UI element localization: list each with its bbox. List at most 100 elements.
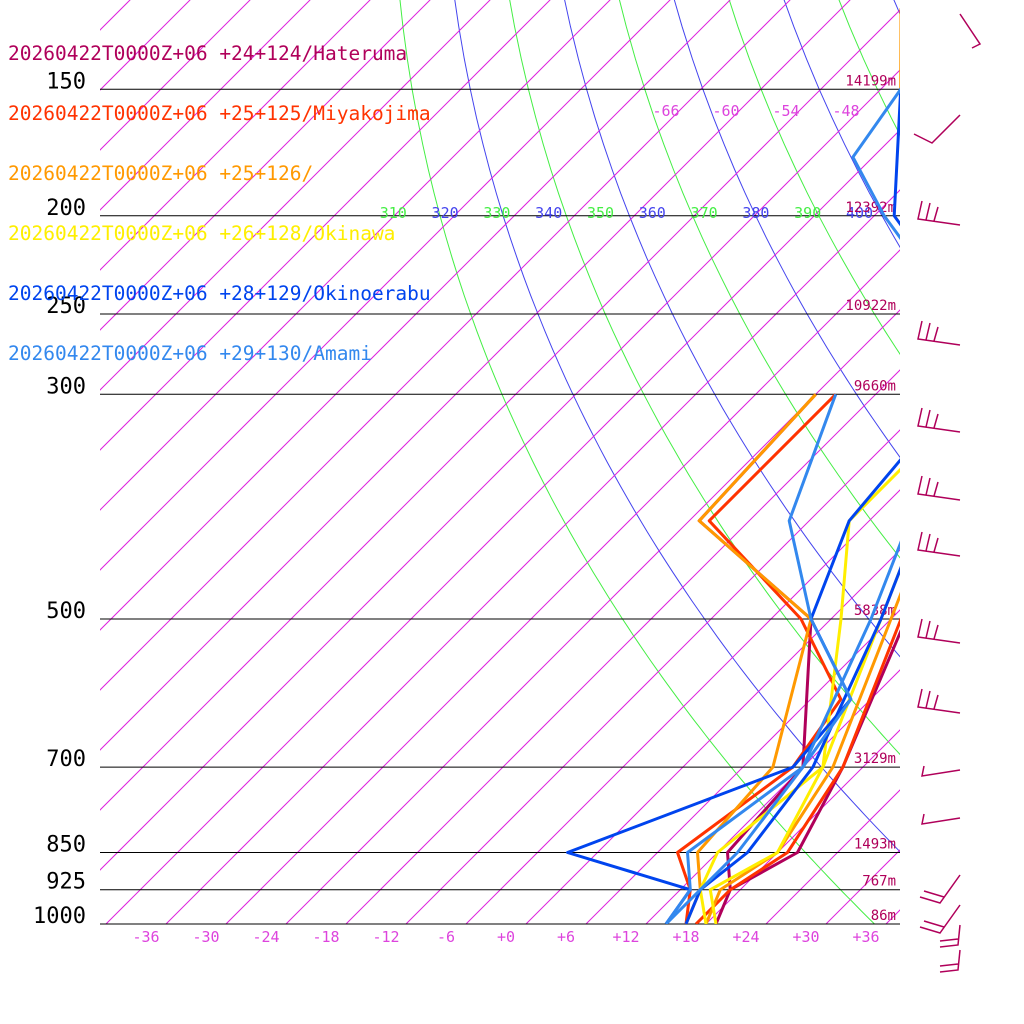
wind-barb — [917, 618, 961, 644]
isotherm — [885, 909, 900, 924]
theta-label: 380 — [742, 204, 769, 222]
height-label: 14199m — [845, 73, 896, 89]
isotherm — [100, 9, 900, 811]
top-isotherm-label: -60 — [712, 102, 739, 120]
theta-label: 360 — [639, 204, 666, 222]
legend-entry: 20260422T0000Z+06 +29+130/Amami — [8, 342, 372, 365]
temperature-tick-label: +18 — [672, 928, 699, 946]
theta-label: 310 — [380, 204, 407, 222]
wind-barb — [939, 924, 961, 948]
dewpoint-profile — [676, 393, 843, 924]
axis-labels: 310 320 330 340 350 360 370 380 390 400 -66 -60 -54 -… — [33, 69, 896, 946]
isotherm — [225, 249, 900, 924]
isotherm — [345, 369, 900, 924]
height-label: 9660m — [854, 378, 896, 394]
dry-adiabat — [454, 0, 900, 853]
theta-label: 350 — [587, 204, 614, 222]
legend-entry: 20260422T0000Z+06 +25+125/Miyakojima — [8, 102, 431, 125]
isotherm — [765, 789, 900, 924]
height-label: 12392m — [845, 200, 896, 216]
theta-label: 370 — [691, 204, 718, 222]
sounding-profiles — [566, 7, 900, 924]
temperature-tick-label: +12 — [612, 928, 639, 946]
wind-barbs — [913, 13, 982, 973]
height-label: 10922m — [845, 298, 896, 314]
pressure-label: 925 — [46, 870, 86, 895]
temperature-tick-label: -12 — [372, 928, 399, 946]
temperature-tick-label: -18 — [312, 928, 339, 946]
theta-label: 390 — [794, 204, 821, 222]
theta-label: 320 — [432, 204, 459, 222]
wind-barb — [913, 114, 961, 144]
pressure-label: 500 — [46, 599, 86, 624]
top-isotherm-label: -48 — [832, 102, 859, 120]
theta-label: 330 — [483, 204, 510, 222]
wind-barb — [917, 320, 961, 346]
temperature-profile — [684, 87, 900, 924]
temperature-tick-label: +6 — [557, 928, 575, 946]
isotherm — [100, 0, 491, 391]
pressure-label: 250 — [46, 294, 86, 319]
wind-barb — [917, 475, 961, 501]
dry-adiabat — [618, 0, 900, 559]
theta-label: 400 — [846, 204, 873, 222]
isotherm — [100, 0, 671, 571]
temperature-tick-label: -36 — [132, 928, 159, 946]
temperature-profile — [664, 87, 900, 924]
pressure-label: 850 — [46, 833, 86, 858]
isotherm — [100, 0, 851, 751]
wind-barb — [917, 688, 961, 714]
wind-barb — [917, 531, 961, 557]
pressure-label: 150 — [46, 69, 86, 94]
height-label: 767m — [862, 874, 896, 890]
isotherm — [100, 0, 791, 691]
isotherm — [100, 0, 731, 631]
dewpoint-profile — [664, 393, 853, 924]
temperature-tick-label: -30 — [192, 928, 219, 946]
dry-adiabat — [564, 0, 900, 658]
isotherm — [100, 69, 900, 871]
legend-entry: 20260422T0000Z+06 +24+124/Hateruma — [8, 42, 408, 65]
isotherm — [285, 309, 900, 924]
top-isotherm-label: -66 — [652, 102, 679, 120]
height-label: 1493m — [854, 837, 896, 853]
isotherm — [105, 129, 900, 924]
wind-barb — [919, 904, 961, 934]
isotherm — [525, 549, 900, 924]
dry-adiabat — [893, 0, 900, 16]
wind-barb — [919, 874, 961, 904]
dewpoint-profile — [566, 458, 900, 924]
legend-entry: 20260422T0000Z+06 +28+129/Okinoerabu — [8, 282, 431, 305]
isotherm — [825, 849, 900, 924]
pressure-label: 200 — [46, 196, 86, 221]
isotherm — [946, 0, 1024, 924]
isotherm — [165, 189, 900, 924]
wind-barb — [917, 407, 961, 433]
dry-adiabat — [399, 0, 876, 924]
wind-barb — [917, 200, 961, 226]
isotherm — [100, 0, 371, 271]
dry-adiabat — [728, 0, 900, 355]
legend-entry: 20260422T0000Z+06 +25+126/ — [8, 162, 314, 185]
height-label: 86m — [871, 908, 896, 924]
isotherm — [405, 429, 900, 924]
isotherm — [465, 489, 900, 924]
pressure-label: 700 — [46, 747, 86, 772]
wind-barb — [921, 765, 961, 777]
temperature-tick-label: +30 — [792, 928, 819, 946]
theta-label: 340 — [535, 204, 562, 222]
isobars — [100, 88, 900, 925]
temperature-tick-label: +36 — [852, 928, 879, 946]
temperature-profile — [704, 7, 900, 924]
wind-barb — [939, 949, 961, 973]
isotherms — [100, 0, 1024, 924]
pressure-label: 1000 — [33, 904, 86, 929]
isotherm — [100, 0, 611, 511]
isotherm — [100, 0, 551, 451]
wind-barb — [921, 813, 961, 825]
dry-adiabat — [848, 0, 1024, 946]
temperature-profile — [708, 566, 900, 924]
temperature-tick-label: +0 — [497, 928, 515, 946]
wind-barb — [959, 13, 982, 49]
